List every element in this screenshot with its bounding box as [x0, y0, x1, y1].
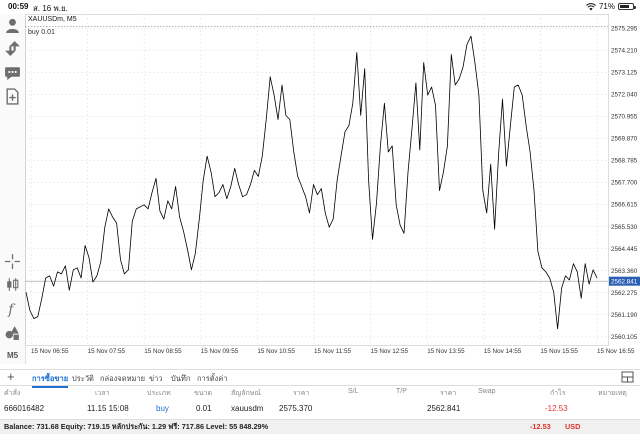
- account-button[interactable]: [3, 16, 22, 35]
- col-swap: Swap: [478, 388, 496, 395]
- chat-bubble-icon: [5, 67, 20, 80]
- user-icon: [6, 18, 19, 33]
- x-tick-label: 15 Nov 13:55: [427, 348, 465, 355]
- shapes-icon: [5, 326, 19, 340]
- x-tick-label: 15 Nov 14:55: [484, 348, 522, 355]
- chart-toolbar: f M5: [0, 14, 26, 364]
- timeframe-button[interactable]: M5: [3, 346, 22, 365]
- trade-volume: 0.01: [196, 404, 212, 413]
- x-tick-label: 15 Nov 06:55: [31, 348, 69, 355]
- profit-currency: USD: [565, 422, 581, 431]
- position-row[interactable]: 666016482 11.15 15:08 buy 0.01 xauusdm 2…: [0, 402, 640, 417]
- x-tick-label: 15 Nov 12:55: [371, 348, 409, 355]
- y-tick-label: 2573.125: [611, 69, 638, 76]
- objects-button[interactable]: [3, 323, 22, 342]
- col-sl: S/L: [348, 388, 359, 395]
- function-button[interactable]: f: [3, 299, 22, 318]
- battery-icon: [618, 3, 636, 10]
- trade-type: buy: [156, 404, 169, 413]
- chart-symbol-label: XAUUSDm, M5: [28, 16, 77, 23]
- y-tick-label: 2574.210: [611, 47, 638, 54]
- order-line-label: buy 0.01: [28, 29, 55, 36]
- y-tick-label: 2560.105: [611, 334, 638, 341]
- chat-button[interactable]: [3, 63, 22, 82]
- x-tick-label: 15 Nov 11:55: [314, 348, 351, 355]
- candlestick-icon: [7, 278, 19, 291]
- crosshair-button[interactable]: [3, 252, 22, 271]
- col-tp: T/P: [396, 388, 407, 395]
- col-price: ราคา: [293, 390, 310, 397]
- document-plus-icon: [6, 88, 19, 105]
- tab-trade[interactable]: การซื้อขาย: [32, 374, 69, 388]
- total-profit: -12.53: [530, 422, 551, 431]
- y-tick-label: 2568.785: [611, 158, 638, 165]
- status-date: ส. 16 พ.ย.: [33, 4, 68, 13]
- y-tick-label: 2569.870: [611, 136, 638, 143]
- add-button[interactable]: +: [7, 369, 15, 384]
- y-tick-label: 2563.360: [611, 268, 638, 275]
- col-comment: หมายเหตุ: [598, 390, 627, 397]
- y-tick-label: 2564.445: [611, 246, 638, 253]
- y-tick-label: 2561.190: [611, 312, 638, 319]
- col-profit: กำไร: [550, 390, 566, 397]
- col-volume: ขนาด: [194, 390, 213, 397]
- y-tick-label: 2575.295: [611, 25, 638, 32]
- status-bar: 00:59 ส. 16 พ.ย. 71%: [0, 0, 640, 14]
- x-tick-label: 15 Nov 08:55: [144, 348, 182, 355]
- current-price-tag: [609, 276, 640, 286]
- x-tick-label: 15 Nov 09:55: [201, 348, 239, 355]
- col-type: ประเภท: [147, 390, 171, 397]
- y-tick-label: 2565.530: [611, 224, 638, 231]
- positions-header: คำสั่ง เวลา ประเภท ขนาด สัญลักษณ์ ราคา S…: [0, 386, 640, 399]
- trade-ticket: 666016482: [4, 404, 45, 413]
- trade-profit: -12.53: [545, 404, 568, 413]
- trade-current-price: 2562.841: [427, 404, 461, 413]
- timeframe-label: M5: [6, 351, 19, 360]
- trade-button[interactable]: [3, 39, 22, 58]
- balance-bar: Balance: 731.68 Equity: 719.15 หลักประกั…: [0, 419, 640, 434]
- trade-arrows-icon: [5, 41, 20, 56]
- x-tick-label: 15 Nov 15:55: [540, 348, 578, 355]
- y-tick-label: 2566.615: [611, 202, 638, 209]
- y-tick-label: 2572.040: [611, 92, 638, 99]
- balance-text: Balance: 731.68 Equity: 719.15 หลักประกั…: [4, 422, 269, 431]
- x-tick-label: 15 Nov 07:55: [88, 348, 126, 355]
- col-time: เวลา: [95, 390, 110, 397]
- y-tick-label: 2567.700: [611, 180, 638, 187]
- col-ticket: คำสั่ง: [4, 390, 21, 397]
- current-price-label: 2562.841: [611, 278, 638, 285]
- y-tick-label: 2562.275: [611, 290, 638, 297]
- price-chart-svg[interactable]: 2575.295 2574.210 2573.125 2572.040 2570.955…: [25, 14, 640, 369]
- trade-symbol: xauusdm: [231, 404, 264, 413]
- function-icon: f: [7, 302, 16, 317]
- col-symbol: สัญลักษณ์: [231, 390, 261, 397]
- x-tick-label: 15 Nov 10:55: [257, 348, 295, 355]
- tab-settings[interactable]: การตั้งค่า: [197, 374, 228, 383]
- wifi-icon: [586, 2, 596, 10]
- svg-text:f: f: [7, 302, 16, 317]
- layout-toggle-icon[interactable]: [621, 371, 634, 383]
- tab-journal[interactable]: บันทึก: [171, 374, 191, 383]
- battery-percent: 71%: [598, 2, 615, 11]
- price-series-line: [25, 35, 598, 330]
- y-tick-label: 2570.955: [611, 114, 638, 121]
- terminal-tabs: + การซื้อขาย ประวัติ กล่องจดหมาย ข่าว บั…: [0, 369, 640, 388]
- tab-news[interactable]: ข่าว: [149, 374, 163, 383]
- status-right: 71%: [586, 2, 636, 11]
- status-time: 00:59: [8, 2, 29, 11]
- plot-border: [25, 14, 609, 346]
- crosshair-icon: [5, 254, 20, 269]
- new-order-button[interactable]: [3, 87, 22, 106]
- price-chart[interactable]: 2575.295 2574.210 2573.125 2572.040 2570.955…: [25, 14, 640, 369]
- trade-open-price: 2575.370: [279, 404, 313, 413]
- trade-time: 11.15 15:08: [87, 404, 129, 413]
- indicators-button[interactable]: [3, 275, 22, 294]
- x-tick-label: 15 Nov 16:55: [597, 348, 635, 355]
- col-current-price: ราคา: [440, 390, 457, 397]
- tab-mailbox[interactable]: กล่องจดหมาย: [100, 374, 146, 383]
- tab-history[interactable]: ประวัติ: [72, 374, 94, 383]
